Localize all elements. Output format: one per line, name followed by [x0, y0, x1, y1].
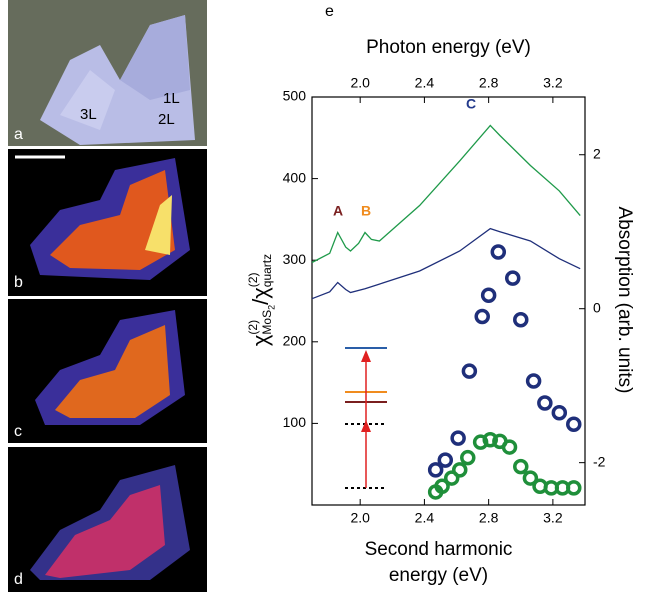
data-point [504, 270, 521, 286]
x2-tick-label: 3.2 [543, 75, 563, 91]
data-point [480, 287, 497, 304]
plot-frame [311, 96, 586, 506]
energy-diagram [345, 347, 387, 489]
peak-label: A [333, 203, 343, 219]
y-axis-title-part: (2) [246, 320, 260, 335]
x-tick-label: 2.4 [415, 510, 435, 526]
x-tick-label: 2.8 [479, 510, 499, 526]
x-axis-title: Second harmonic [365, 539, 513, 560]
y2-axis-title: Absorption (arb. units) [614, 207, 635, 394]
data-point [461, 363, 478, 379]
y2-tick-label: 2 [593, 145, 601, 161]
y-axis-title-part: χ [248, 334, 273, 346]
peak-label: B [361, 203, 371, 219]
x-axis-title: energy (eV) [389, 565, 488, 586]
data-point [551, 405, 568, 421]
data-point [450, 430, 466, 446]
y2-tick-label: -2 [593, 453, 606, 469]
panel-c [8, 299, 207, 443]
figure-label: e [325, 3, 334, 20]
x2-tick-label: 2.8 [479, 75, 499, 91]
peak-label: C [466, 96, 476, 112]
panel-label: a [14, 126, 23, 143]
panel-label: c [14, 423, 22, 440]
y-tick-label: 400 [283, 169, 307, 185]
data-point [434, 478, 450, 494]
data-point [443, 470, 460, 486]
panel-a [8, 0, 207, 146]
data-point [566, 416, 582, 432]
absorption-line [311, 227, 581, 300]
y2-tick-label: 0 [593, 299, 601, 315]
x2-axis-title: Photon energy (eV) [366, 37, 531, 58]
panel-d [8, 447, 207, 592]
data-point [482, 431, 499, 448]
y-axis-title-part: (2) [246, 273, 260, 288]
data-point [522, 470, 539, 486]
data-point [474, 308, 490, 325]
y-tick-label: 300 [283, 251, 307, 267]
y-axis-title-part: MoS [260, 310, 274, 335]
x-tick-label: 3.2 [543, 510, 563, 526]
data-point [513, 312, 529, 328]
y-axis-title-part: /χ [248, 287, 273, 305]
layer-label: 3L [80, 106, 97, 123]
layer-label: 1L [163, 90, 180, 107]
y-axis-title-part: 2 [266, 305, 276, 310]
data-point [537, 395, 553, 411]
data-point [501, 439, 518, 455]
data-point [437, 452, 454, 468]
y-axis-title-part: quartz [260, 254, 274, 287]
y-tick-label: 100 [283, 414, 307, 430]
data-point [460, 449, 476, 466]
y-tick-label: 200 [283, 333, 307, 349]
x-tick-label: 2.0 [350, 510, 370, 526]
x2-tick-label: 2.0 [350, 75, 370, 91]
panel-b [8, 149, 207, 296]
data-point [427, 462, 444, 478]
layer-label: 2L [158, 111, 175, 128]
data-point [490, 244, 507, 260]
x2-tick-label: 2.4 [415, 75, 435, 91]
panel-label: d [14, 571, 23, 588]
panel-label: b [14, 274, 23, 291]
y-tick-label: 500 [283, 88, 307, 104]
data-point [451, 462, 468, 478]
data-point [525, 373, 542, 389]
data-point [566, 480, 582, 496]
data-point [513, 458, 529, 475]
absorption-line [311, 124, 581, 264]
